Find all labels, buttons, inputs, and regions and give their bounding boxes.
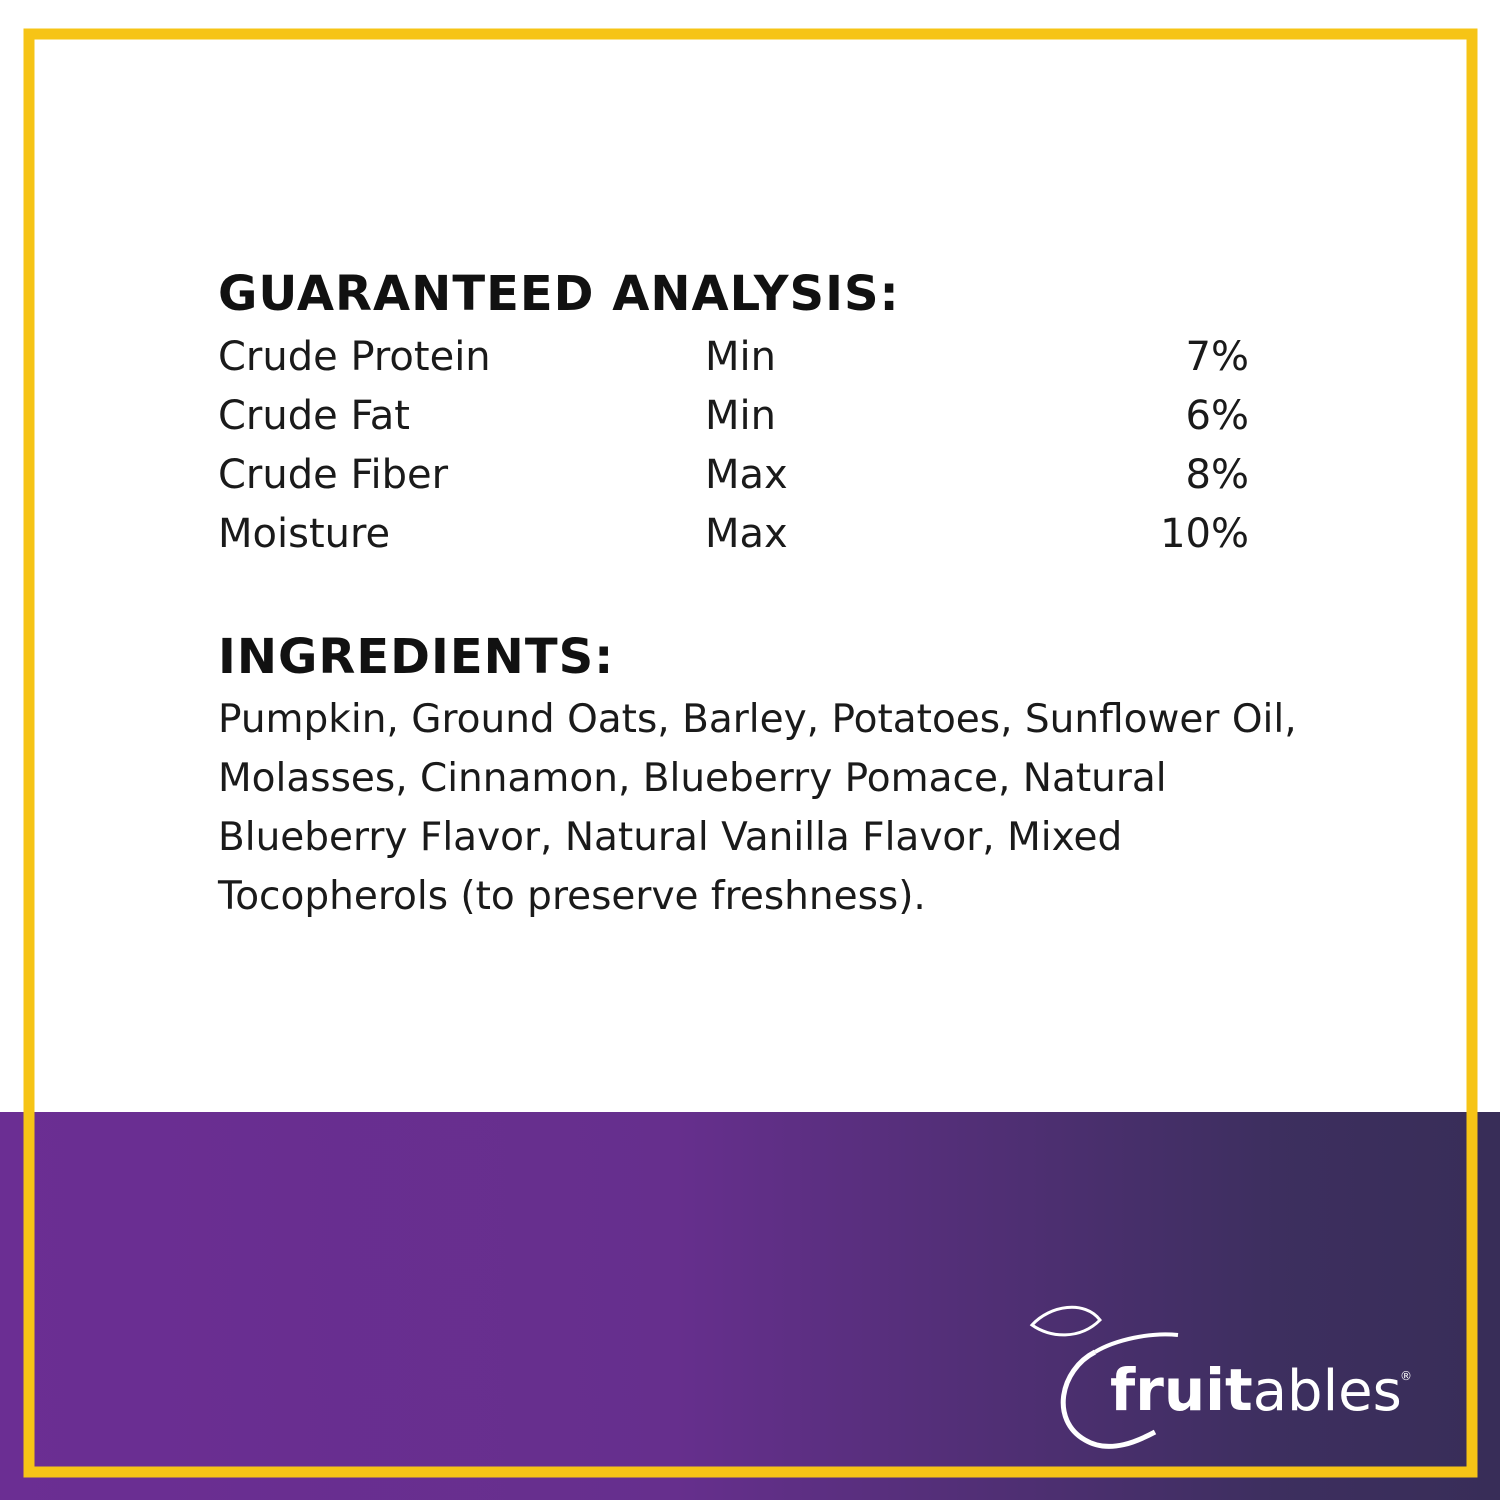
- logo-text: fruitables: [1110, 1356, 1402, 1424]
- purple-band: [0, 1112, 1500, 1500]
- nutrient-name: Moisture: [218, 511, 390, 557]
- nutrient-qualifier: Min: [705, 393, 776, 439]
- ingredients-title: INGREDIENTS:: [218, 629, 614, 685]
- ingredients-line: Molasses, Cinnamon, Blueberry Pomace, Na…: [218, 756, 1167, 801]
- ingredients-line: Tocopherols (to preserve freshness).: [217, 874, 926, 919]
- nutrient-qualifier: Max: [705, 452, 788, 498]
- logo: fruitables ®: [1029, 1305, 1412, 1449]
- nutrient-value: 8%: [1186, 452, 1249, 498]
- nutrient-name: Crude Fiber: [218, 452, 449, 498]
- ingredients-text: Pumpkin, Ground Oats, Barley, Potatoes, …: [217, 697, 1297, 919]
- nutrient-value: 7%: [1186, 334, 1249, 380]
- ingredients-line: Pumpkin, Ground Oats, Barley, Potatoes, …: [218, 697, 1297, 742]
- nutrient-qualifier: Min: [705, 334, 776, 380]
- nutrient-name: Crude Fat: [218, 393, 410, 439]
- logo-leaf: [1029, 1305, 1102, 1337]
- logo-apple-top: [1093, 1332, 1179, 1354]
- nutrient-value: 6%: [1186, 393, 1249, 439]
- nutrient-name: Crude Protein: [218, 334, 491, 380]
- frame: [23, 28, 1478, 1478]
- logo-bold: fruit: [1110, 1356, 1253, 1424]
- logo-mark: ®: [1400, 1369, 1412, 1383]
- analysis-title: GUARANTEED ANALYSIS:: [218, 266, 900, 322]
- logo-apple: [1060, 1349, 1157, 1449]
- ingredients-line: Blueberry Flavor, Natural Vanilla Flavor…: [218, 815, 1122, 860]
- nutrient-value: 10%: [1160, 511, 1249, 557]
- analysis-table: Crude Protein Min 7% Crude Fat Min 6% Crude Fi…: [218, 334, 1249, 557]
- logo-light: ables: [1253, 1359, 1402, 1424]
- nutrient-qualifier: Max: [705, 511, 788, 557]
